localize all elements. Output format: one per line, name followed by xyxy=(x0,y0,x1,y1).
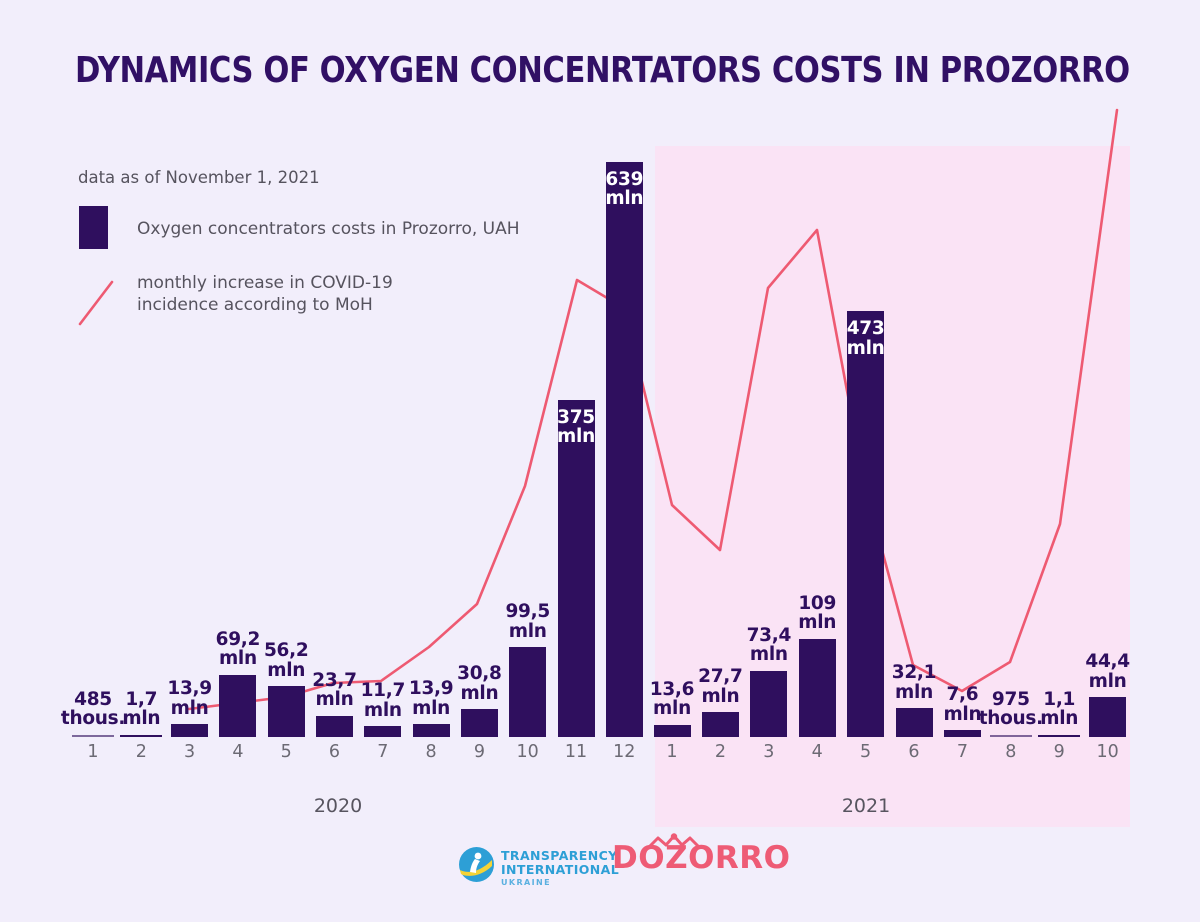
bar-value-label-2021-m8: 975 thous. xyxy=(978,688,1043,729)
bar-2020-m4 xyxy=(219,674,257,737)
month-tick-2020-6: 6 xyxy=(328,742,341,762)
legend-line-label-line1: monthly increase in COVID-19 xyxy=(137,273,393,293)
bar-value-label-2020-m8: 13,9 mln xyxy=(408,678,454,719)
month-tick-2021-2: 2 xyxy=(714,742,726,762)
month-tick-2021-9: 9 xyxy=(1053,742,1065,762)
month-tick-2021-5: 5 xyxy=(860,742,872,762)
legend-bars-label: Oxygen concentrators costs in Prozorro, … xyxy=(137,219,520,239)
dozorro-crown-icon xyxy=(646,833,702,849)
ti-wordmark-line3: UKRAINE xyxy=(501,878,551,887)
year-label-2021: 2021 xyxy=(841,795,891,817)
bar-value-label-2021-m10: 44,4 mln xyxy=(1085,651,1130,692)
bar-value-label-2020-m11: 375 mln xyxy=(557,406,595,447)
bar-2020-m6 xyxy=(316,715,353,737)
bar-2020-m1 xyxy=(72,734,114,737)
transparency-international-globe-icon xyxy=(459,847,494,882)
month-tick-2021-4: 4 xyxy=(811,742,823,762)
bar-value-label-2020-m12: 639 mln xyxy=(605,168,644,210)
month-tick-2020-3: 3 xyxy=(184,742,196,762)
bar-2021-m1 xyxy=(653,724,691,737)
bar-2021-m5 xyxy=(847,311,885,737)
month-tick-2021-8: 8 xyxy=(1005,742,1017,762)
ti-wordmark-line2: INTERNATIONAL xyxy=(501,861,620,877)
bar-2020-m3 xyxy=(171,724,209,737)
bar-value-label-2021-m7: 7,6 mln xyxy=(943,684,982,725)
dozorro-logo: DOZORRO xyxy=(612,833,791,876)
bar-2020-m12 xyxy=(605,161,643,737)
bar-2020-m5 xyxy=(267,686,305,737)
bar-value-label-2020-m9: 30,8 mln xyxy=(457,663,502,704)
bar-value-label-2021-m5: 473 mln xyxy=(846,318,885,359)
bar-value-label-2020-m4: 69,2 mln xyxy=(215,628,261,670)
legend-line-label-line2: incidence according to MoH xyxy=(137,295,373,315)
legend-line-label: monthly increase in COVID-19 incidence a… xyxy=(137,272,393,316)
bar-value-label-2021-m4: 109 mln xyxy=(798,592,837,634)
bar-2020-m2 xyxy=(120,734,163,737)
bar-2020-m11 xyxy=(557,399,595,737)
bar-2020-m7 xyxy=(364,726,402,737)
month-tick-2021-1: 1 xyxy=(666,742,678,762)
month-tick-2020-7: 7 xyxy=(377,742,389,762)
bar-2021-m3 xyxy=(750,670,788,737)
bar-2020-m8 xyxy=(412,724,450,737)
month-tick-2020-5: 5 xyxy=(280,742,292,762)
month-tick-2020-2: 2 xyxy=(135,742,147,762)
month-tick-2020-9: 9 xyxy=(473,742,485,762)
bar-value-label-2020-m5: 56,2 mln xyxy=(263,640,309,681)
bar-value-label-2021-m1: 13,6 mln xyxy=(649,678,695,720)
data-as-of-note: data as of November 1, 2021 xyxy=(78,168,320,187)
legend-bar-swatch xyxy=(79,206,108,249)
month-tick-2020-1: 1 xyxy=(87,742,99,762)
bar-value-label-2020-m1: 485 thous. xyxy=(60,688,126,729)
ti-wordmark-line1: TRANSPARENCY xyxy=(501,848,618,863)
year-label-2020: 2020 xyxy=(313,795,363,817)
bar-2020-m10 xyxy=(509,647,547,737)
bar-2021-m9 xyxy=(1038,734,1081,737)
bar-value-label-2021-m6: 32,1 mln xyxy=(891,662,937,703)
legend-line-icon xyxy=(78,280,114,326)
bar-value-label-2020-m3: 13,9 mln xyxy=(167,678,212,719)
month-tick-2020-4: 4 xyxy=(232,742,244,762)
bar-value-label-2020-m2: 1,7 mln xyxy=(122,688,161,729)
transparency-international-wordmark: TRANSPARENCY INTERNATIONAL UKRAINE xyxy=(501,849,619,890)
page-title: DYNAMICS OF OXYGEN CONCENRTATORS COSTS I… xyxy=(75,50,1130,91)
month-tick-2020-10: 10 xyxy=(516,742,539,762)
month-tick-2020-12: 12 xyxy=(613,742,636,762)
month-tick-2021-10: 10 xyxy=(1096,742,1119,762)
bar-2020-m9 xyxy=(460,709,498,737)
bar-2021-m7 xyxy=(943,730,981,737)
bar-2021-m2 xyxy=(701,712,739,737)
bar-2021-m8 xyxy=(989,734,1032,737)
month-tick-2021-6: 6 xyxy=(908,742,920,762)
bar-value-label-2020-m6: 23,7 mln xyxy=(312,669,357,711)
month-tick-2020-8: 8 xyxy=(425,742,437,762)
bar-value-label-2021-m9: 1,1 mln xyxy=(1040,688,1079,729)
month-tick-2021-7: 7 xyxy=(956,742,968,762)
bar-value-label-2021-m2: 27,7 mln xyxy=(698,666,743,707)
bar-2021-m10 xyxy=(1089,697,1127,737)
bar-value-label-2020-m7: 11,7 mln xyxy=(360,680,406,721)
bar-value-label-2020-m10: 99,5 mln xyxy=(505,601,550,642)
bar-2021-m6 xyxy=(895,708,933,737)
bar-value-label-2021-m3: 73,4 mln xyxy=(746,624,792,666)
bar-2021-m4 xyxy=(798,638,836,737)
month-tick-2021-3: 3 xyxy=(763,742,775,762)
dozorro-wordmark: DOZORRO xyxy=(612,840,791,876)
month-tick-2020-11: 11 xyxy=(564,742,588,762)
